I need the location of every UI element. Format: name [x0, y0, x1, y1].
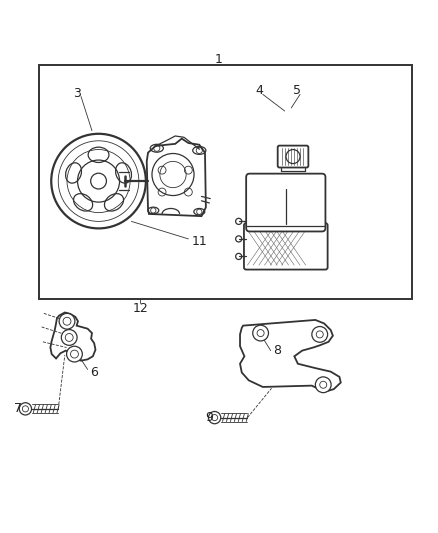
Text: 4: 4	[255, 84, 263, 97]
Text: 11: 11	[191, 235, 207, 248]
Circle shape	[67, 346, 82, 362]
Circle shape	[315, 377, 331, 393]
Circle shape	[312, 327, 328, 342]
Text: 7: 7	[14, 402, 22, 415]
Polygon shape	[240, 320, 341, 391]
Circle shape	[59, 313, 75, 329]
Text: 5: 5	[293, 84, 301, 97]
Bar	[39, 65, 412, 300]
Text: 3: 3	[73, 87, 81, 100]
Polygon shape	[50, 312, 95, 361]
Text: 6: 6	[90, 366, 98, 379]
Circle shape	[91, 173, 106, 189]
Polygon shape	[147, 139, 206, 216]
Text: 12: 12	[132, 302, 148, 314]
Circle shape	[61, 329, 77, 345]
Text: 1: 1	[215, 53, 223, 66]
Text: 8: 8	[273, 344, 281, 357]
FancyBboxPatch shape	[246, 174, 325, 231]
Text: 9: 9	[205, 411, 213, 424]
Circle shape	[253, 325, 268, 341]
FancyBboxPatch shape	[278, 146, 308, 167]
